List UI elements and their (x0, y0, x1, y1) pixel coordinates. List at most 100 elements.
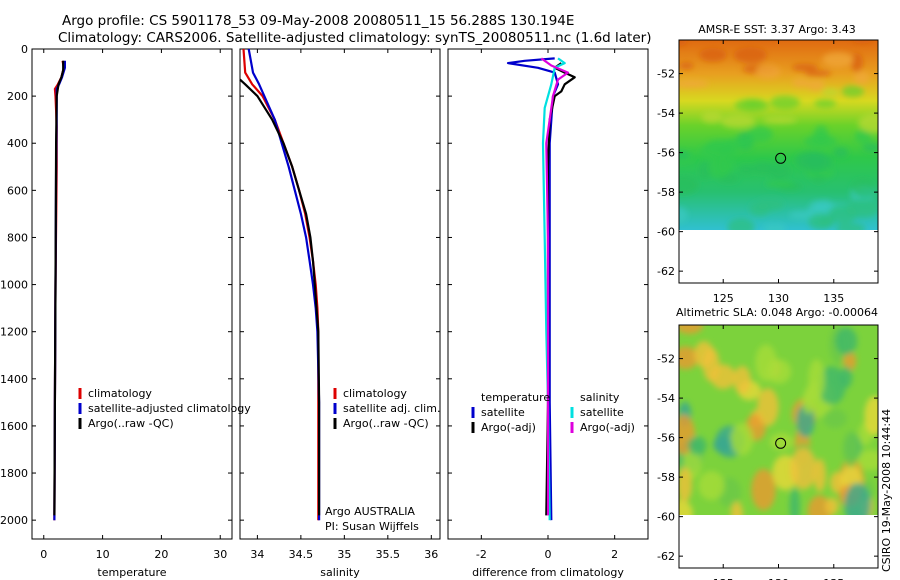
annotation-text: PI: Susan Wijffels (325, 520, 419, 533)
legend-label: Argo(..raw -QC) (343, 417, 429, 430)
texture-blob (823, 408, 847, 429)
texture-blob (808, 213, 835, 230)
texture-blob (857, 449, 878, 471)
x-tick-label: 2 (611, 548, 618, 561)
texture-blob (738, 164, 754, 175)
texture-blob (751, 468, 776, 511)
series-line (53, 60, 65, 516)
y-tick-label: 1200 (0, 326, 28, 339)
y-tick-label: -60 (657, 511, 675, 524)
sst-texture (679, 40, 878, 230)
sla-title: Altimetric SLA: 0.048 Argo: -0.00064 (676, 306, 878, 319)
x-tick-label: 30 (213, 548, 227, 561)
sst-map: -52 -54 -56 -58 -60 -62 125 130 135 AMSR-E SST: … (657, 23, 879, 305)
y-tick-label: -56 (657, 432, 675, 445)
y-tick-label: 600 (7, 184, 28, 197)
texture-blob (679, 206, 688, 224)
texture-blob (734, 98, 769, 112)
texture-blob (701, 111, 723, 124)
legend-label: temperature (481, 391, 550, 404)
texture-blob (806, 79, 825, 91)
y-tick-label: -58 (657, 186, 675, 199)
texture-blob (807, 495, 832, 515)
argo-position-marker (775, 152, 787, 164)
legend-label: satellite adj. clim. (343, 402, 440, 415)
texture-blob (839, 366, 853, 388)
x-tick-label: 130 (768, 292, 789, 305)
y-tick-label: 1600 (0, 420, 28, 433)
header-line-2: Climatology: CARS2006. Satellite-adjuste… (58, 30, 651, 46)
x-tick-label: 125 (713, 292, 734, 305)
texture-blob (858, 113, 878, 134)
texture-blob (813, 458, 827, 492)
texture-blob (842, 430, 859, 468)
x-tick-label: 0 (40, 548, 47, 561)
axes-box (239, 48, 441, 540)
sst-axes: -52 -54 -56 -58 -60 -62 125 130 135 (657, 39, 879, 305)
texture-blob (835, 222, 866, 230)
series-line (540, 57, 570, 516)
texture-blob (687, 436, 707, 455)
texture-blob (699, 47, 727, 62)
texture-blob (752, 162, 774, 174)
texture-blob (811, 176, 826, 183)
texture-blob (755, 64, 781, 79)
texture-blob (694, 341, 714, 368)
y-tick-label: 1000 (0, 279, 28, 292)
texture-blob (862, 142, 878, 152)
texture-blob (835, 327, 858, 356)
texture-blob (733, 47, 767, 64)
texture-blob (710, 364, 736, 390)
sla-map: -52 -54 -56 -58 -60 -62 125 130 135 Altimetric S… (657, 306, 879, 580)
legend-label: climatology (343, 387, 407, 400)
axes-box (31, 48, 233, 540)
texture-blob (769, 433, 794, 451)
texture-blob (794, 151, 828, 170)
x-axis-label: temperature (97, 566, 166, 579)
texture-blob (733, 366, 751, 395)
texture-blob (763, 116, 798, 124)
texture-blob (790, 447, 817, 490)
x-tick-label: 20 (154, 548, 168, 561)
texture-blob (749, 201, 770, 216)
series-line (247, 48, 321, 521)
salinity-plot: 34 34.5 35 35.5 36 salinity climatology satelli… (239, 48, 441, 579)
texture-blob (720, 114, 756, 129)
y-tick-label: 400 (7, 137, 28, 150)
texture-blob (723, 137, 754, 148)
series-line (239, 78, 321, 516)
x-tick-label: -2 (476, 548, 487, 561)
texture-blob (763, 223, 786, 230)
x-axis-label: difference from climatology (472, 566, 624, 579)
y-tick-label: 1400 (0, 373, 28, 386)
y-tick-label: -54 (657, 107, 675, 120)
legend-label: Argo(..raw -QC) (88, 417, 174, 430)
y-tick-label: -62 (657, 265, 675, 278)
sst-title: AMSR-E SST: 3.37 Argo: 3.43 (698, 23, 856, 36)
texture-blob (679, 325, 704, 334)
texture-blob (854, 71, 870, 85)
x-tick-label: 34.5 (289, 548, 314, 561)
texture-blob (769, 95, 801, 110)
temperature-plot: 0 200 400 600 800 1000 1200 1400 1600 1800 2000 0 10… (0, 43, 251, 579)
timestamp-label: CSIRO 19-May-2008 10:44:44 (880, 409, 893, 572)
y-tick-label: 2000 (0, 514, 28, 527)
sla-axes: -52 -54 -56 -58 -60 -62 125 130 135 (657, 324, 879, 580)
y-tick-label: 0 (21, 43, 28, 56)
texture-blob (804, 134, 838, 149)
texture-blob (864, 395, 878, 436)
series-line (242, 48, 320, 521)
texture-blob (851, 40, 874, 44)
y-tick-label: -60 (657, 226, 675, 239)
legend-label: satellite (481, 406, 525, 419)
texture-blob (679, 175, 699, 195)
texture-blob (814, 99, 837, 109)
texture-blob (730, 423, 754, 456)
texture-blob (699, 143, 734, 161)
texture-blob (825, 497, 839, 515)
argo-position-marker (775, 437, 787, 449)
difference-plot: -2 0 2 difference from climatology temperatu… (447, 48, 649, 579)
y-tick-label: -58 (657, 471, 675, 484)
texture-blob (792, 78, 811, 88)
